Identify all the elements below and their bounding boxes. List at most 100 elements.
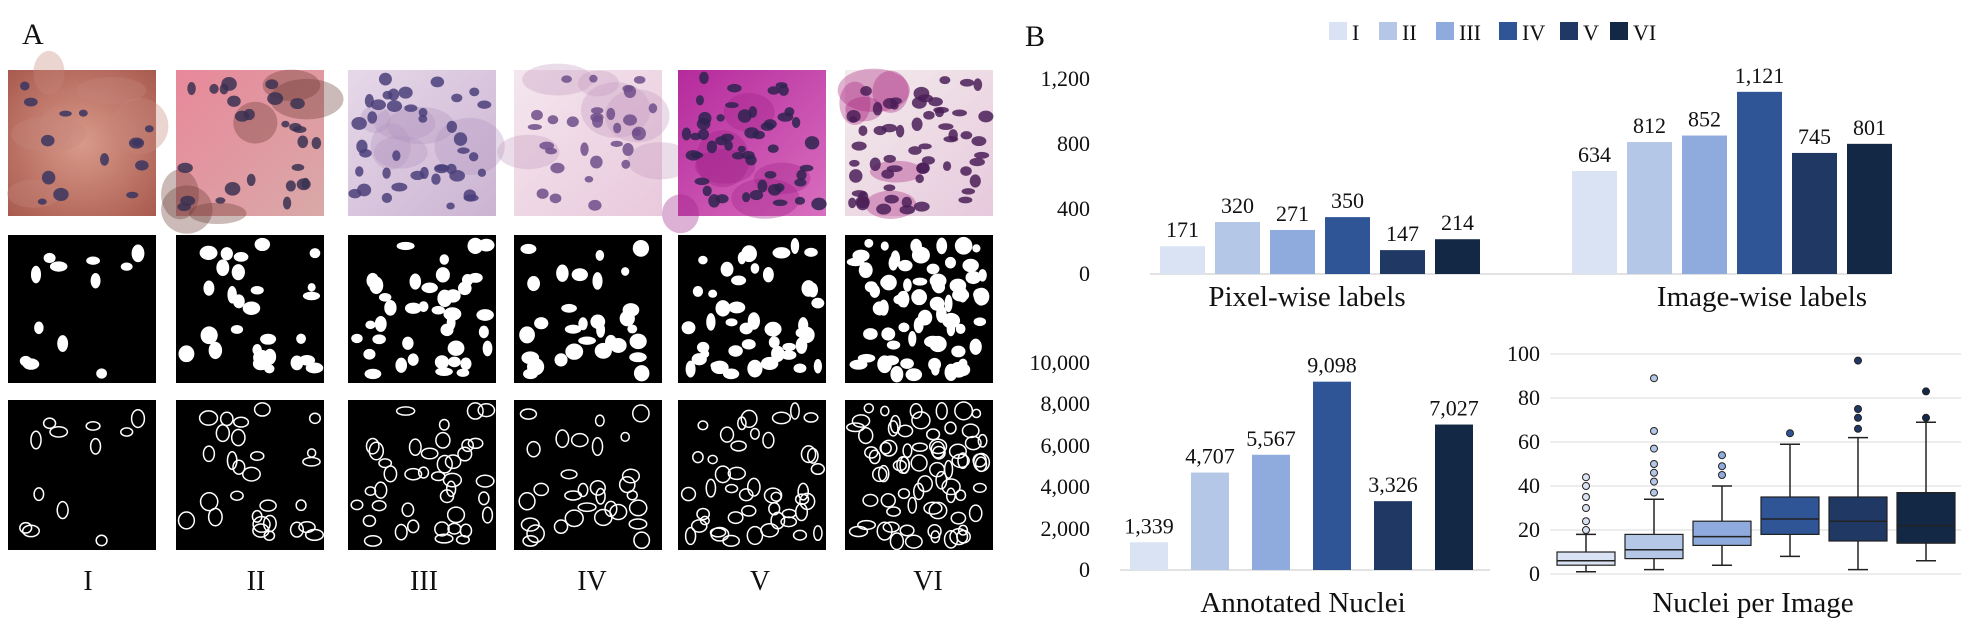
- y-tick-label: 0: [1079, 557, 1090, 582]
- nuclei-bar-vi: [1435, 424, 1473, 570]
- legend-swatch-iv: [1499, 22, 1517, 40]
- legend-label-ii: II: [1402, 20, 1417, 45]
- column-label-i: I: [83, 566, 92, 597]
- contour-mask-iii: [348, 400, 496, 550]
- contour-mask-iv: [514, 400, 662, 550]
- box-outlier: [1582, 526, 1590, 534]
- legend-label-vi: VI: [1633, 20, 1656, 45]
- legend-swatch-iii: [1436, 22, 1454, 40]
- y-tick-label: 0: [1529, 561, 1540, 586]
- image-bar-i: [1572, 170, 1617, 274]
- pixel-bar-vi: [1435, 239, 1480, 274]
- box-outlier: [1786, 429, 1794, 438]
- binary-mask-iii: [348, 235, 496, 383]
- box-outlier: [1650, 460, 1658, 468]
- y-tick-label: 10,000: [1030, 350, 1091, 375]
- binary-mask-vi: [845, 235, 993, 383]
- y-tick-label: 0: [1079, 261, 1090, 286]
- nuclei-chart-plot: 1,339 4,707 5,567 9,098 3,326 7,027: [1120, 353, 1490, 571]
- y-tick-label: 400: [1057, 196, 1090, 221]
- box-v: [1828, 356, 1888, 571]
- image-value-label: 745: [1798, 124, 1831, 149]
- box-outlier: [1718, 451, 1726, 460]
- column-label-iii: III: [410, 566, 438, 597]
- image-bar-vi: [1847, 143, 1892, 274]
- y-tick-label: 100: [1507, 341, 1540, 366]
- stained-image-ii: [161, 69, 344, 234]
- image-bar-ii: [1627, 142, 1672, 274]
- column-label-v: V: [750, 566, 770, 597]
- y-tick-label: 40: [1518, 473, 1540, 498]
- panel-a-column-labels: I II III IV V VI: [83, 566, 942, 597]
- pixel-wise-axis-label: Pixel-wise labels: [1208, 281, 1405, 313]
- binary-mask-i: [8, 235, 156, 383]
- pixel-value-label: 171: [1166, 217, 1199, 242]
- box-outlier: [1922, 387, 1930, 396]
- box-outlier: [1582, 482, 1590, 490]
- box-iv: [1760, 429, 1820, 558]
- column-label-ii: II: [247, 566, 266, 597]
- box-chart-y-axis: 0 20 40 60 80 100: [1507, 341, 1540, 586]
- box-chart-plot: [1550, 353, 1961, 575]
- image-value-label: 634: [1578, 142, 1611, 167]
- y-tick-label: 6,000: [1041, 433, 1091, 458]
- stained-image-v: [661, 70, 827, 234]
- nuclei-value-label: 4,707: [1185, 444, 1235, 469]
- box-outlier: [1650, 444, 1658, 453]
- image-value-label: 852: [1688, 107, 1721, 132]
- box-outlier: [1650, 488, 1658, 497]
- binary-mask-ii: [176, 235, 324, 383]
- box-outlier: [1922, 413, 1930, 422]
- image-bar-iii: [1682, 135, 1727, 274]
- panel-a-label: A: [22, 18, 44, 51]
- box-outlier: [1718, 471, 1726, 479]
- image-value-label: 1,121: [1735, 63, 1785, 88]
- pixel-value-label: 271: [1276, 201, 1309, 226]
- box-outlier: [1582, 473, 1590, 482]
- box-outlier: [1854, 424, 1862, 433]
- legend-label-iv: IV: [1522, 20, 1545, 45]
- box-outlier: [1650, 427, 1658, 435]
- y-tick-label: 800: [1057, 131, 1090, 156]
- nuclei-value-label: 1,339: [1124, 513, 1174, 538]
- nuclei-chart-y-axis: 0 2,000 4,000 6,000 8,000 10,000: [1030, 350, 1091, 582]
- contour-mask-ii: [176, 400, 325, 550]
- pixel-bar-iv: [1325, 217, 1370, 274]
- nuclei-bar-ii: [1191, 472, 1229, 570]
- nuclei-value-label: 3,326: [1368, 472, 1418, 497]
- box-iii: [1692, 451, 1752, 566]
- stained-image-vi: [837, 68, 994, 219]
- y-tick-label: 1,200: [1041, 66, 1091, 91]
- box-outlier: [1854, 413, 1862, 422]
- nuclei-value-label: 9,098: [1307, 353, 1357, 378]
- box-outlier: [1582, 517, 1590, 526]
- top-chart-y-axis: 0 400 800 1,200: [1041, 66, 1091, 286]
- y-tick-label: 2,000: [1041, 516, 1091, 541]
- y-tick-label: 4,000: [1041, 474, 1091, 499]
- pixel-bar-v: [1380, 250, 1425, 274]
- pixel-value-label: 320: [1221, 193, 1254, 218]
- contour-mask-vi: [845, 400, 993, 551]
- box-ii: [1624, 374, 1684, 571]
- panel-b-label: B: [1025, 20, 1045, 53]
- binary-mask-iv: [514, 235, 662, 383]
- pixel-value-label: 147: [1386, 221, 1419, 246]
- image-value-label: 801: [1853, 115, 1886, 140]
- y-tick-label: 60: [1518, 429, 1540, 454]
- stained-image-iv: [497, 63, 693, 216]
- box-vi: [1896, 387, 1956, 562]
- box-outlier: [1650, 477, 1658, 486]
- nuclei-value-label: 5,567: [1246, 426, 1296, 451]
- top-chart-plot: 171 320 271 350 147 214 634 812 852 1,121 745 801: [1150, 63, 1892, 275]
- column-label-iv: IV: [577, 566, 607, 597]
- pixel-value-label: 350: [1331, 188, 1364, 213]
- box-outlier: [1582, 504, 1590, 512]
- nuclei-per-image-axis-label: Nuclei per Image: [1652, 587, 1853, 619]
- nuclei-value-label: 7,027: [1429, 396, 1479, 421]
- legend-swatch-v: [1560, 22, 1578, 40]
- image-value-label: 812: [1633, 113, 1666, 138]
- stained-image-iii: [348, 70, 505, 216]
- binary-mask-v: [678, 235, 826, 383]
- image-bar-v: [1792, 152, 1837, 274]
